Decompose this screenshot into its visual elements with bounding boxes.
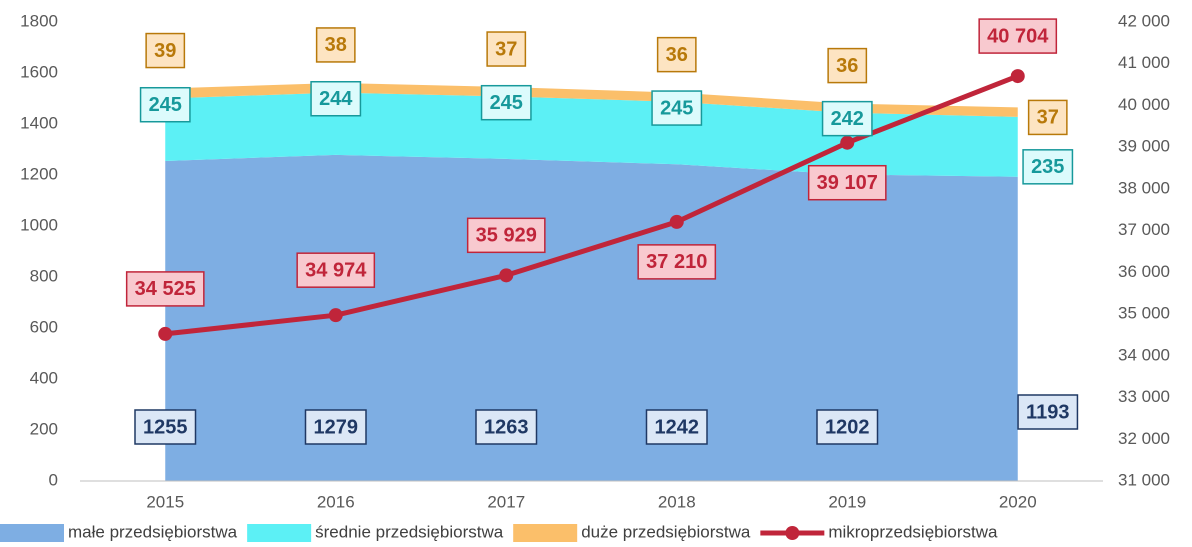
data-label: 244 — [319, 88, 353, 110]
y-tick-label: 1000 — [20, 215, 58, 234]
data-label-box — [978, 18, 1058, 54]
x-tick-label: 2015 — [146, 492, 184, 511]
data-label: 36 — [666, 44, 688, 66]
y-tick-label: 0 — [49, 470, 58, 489]
line-marker — [669, 214, 684, 229]
y-tick-label: 1600 — [20, 62, 58, 81]
data-label-box — [466, 217, 546, 254]
data-label-box — [310, 80, 362, 117]
data-label-box — [145, 32, 186, 69]
line-marker — [499, 268, 514, 283]
line-marker — [840, 135, 855, 150]
data-label: 38 — [325, 34, 347, 56]
data-label-box — [827, 47, 868, 84]
y2-tick-label: 41 000 — [1118, 53, 1170, 72]
y2-tick-label: 34 000 — [1118, 345, 1170, 364]
y-tick-label: 400 — [30, 368, 58, 387]
data-label-box — [315, 27, 356, 63]
y-tick-label: 1400 — [20, 113, 58, 132]
x-tick-label: 2018 — [658, 492, 696, 511]
legend-label: mikroprzedsiębiorstwa — [828, 522, 998, 541]
y2-tick-label: 42 000 — [1118, 11, 1170, 30]
y2-tick-label: 36 000 — [1118, 262, 1170, 281]
line-marker — [158, 326, 173, 341]
data-label-box — [637, 244, 717, 280]
data-label-box — [134, 409, 197, 445]
data-label: 1202 — [825, 416, 870, 438]
data-label-box — [651, 90, 703, 126]
y2-tick-label: 33 000 — [1118, 387, 1170, 406]
data-label-box — [656, 36, 697, 73]
x-tick-label: 2016 — [317, 492, 355, 511]
data-label-box — [1022, 149, 1074, 185]
data-label: 245 — [660, 97, 693, 119]
data-label-box — [645, 409, 708, 445]
y2-tick-label: 39 000 — [1118, 137, 1170, 156]
y-tick-label: 800 — [30, 266, 58, 285]
y2-tick-label: 32 000 — [1118, 429, 1170, 448]
data-label: 1279 — [314, 416, 359, 438]
data-label-box — [480, 84, 532, 121]
data-label: 37 — [1037, 107, 1059, 129]
line-marker — [328, 308, 343, 323]
data-label: 37 210 — [646, 251, 707, 273]
data-label-box — [139, 86, 191, 123]
data-label: 40 704 — [987, 25, 1049, 47]
y2-tick-label: 40 000 — [1118, 95, 1170, 114]
line-marker — [1010, 69, 1025, 84]
data-label: 1263 — [484, 416, 529, 438]
legend-swatch — [513, 524, 578, 542]
data-label: 1193 — [1026, 401, 1069, 423]
data-label: 1255 — [143, 416, 188, 438]
data-label-box — [125, 271, 205, 307]
x-tick-label: 2019 — [828, 492, 866, 511]
data-label-box — [1027, 99, 1068, 136]
data-label-box — [486, 31, 527, 67]
data-label: 34 525 — [135, 278, 196, 300]
data-label: 1242 — [655, 416, 700, 438]
area — [165, 92, 1018, 177]
y2-tick-label: 38 000 — [1118, 178, 1170, 197]
y2-tick-label: 31 000 — [1118, 470, 1170, 489]
legend-swatch — [247, 524, 312, 542]
data-label: 36 — [836, 55, 858, 77]
data-label-box — [821, 100, 873, 137]
legend-swatch — [0, 524, 64, 542]
data-label: 37 — [495, 38, 517, 60]
data-label: 34 974 — [305, 259, 367, 281]
data-label-box — [475, 409, 538, 445]
data-label: 245 — [490, 92, 523, 114]
area — [165, 154, 1018, 482]
data-label: 235 — [1031, 156, 1064, 178]
x-tick-label: 2017 — [487, 492, 525, 511]
y-tick-label: 600 — [30, 317, 58, 336]
data-label: 35 929 — [476, 225, 537, 247]
data-label-box — [1017, 394, 1079, 430]
area — [165, 82, 1018, 117]
y-tick-label: 1200 — [20, 164, 58, 183]
data-label-box — [816, 409, 879, 445]
data-label-box — [304, 409, 367, 445]
data-label: 242 — [831, 108, 864, 130]
y-tick-label: 1800 — [20, 11, 58, 30]
line — [164, 73, 1019, 337]
data-label: 245 — [149, 94, 182, 116]
y2-tick-label: 35 000 — [1118, 304, 1170, 323]
legend-swatch — [785, 526, 800, 540]
data-label-box — [296, 252, 376, 288]
x-tick-label: 2020 — [999, 492, 1037, 511]
legend-label: małe przedsiębiorstwa — [68, 522, 238, 541]
data-label: 39 — [154, 40, 176, 62]
y-tick-label: 200 — [30, 419, 58, 438]
legend-label: duże przedsiębiorstwa — [581, 522, 751, 541]
data-label: 39 107 — [817, 172, 878, 194]
y2-tick-label: 37 000 — [1118, 220, 1170, 239]
legend-label: średnie przedsiębiorstwa — [315, 522, 504, 541]
data-label-box — [807, 164, 887, 201]
